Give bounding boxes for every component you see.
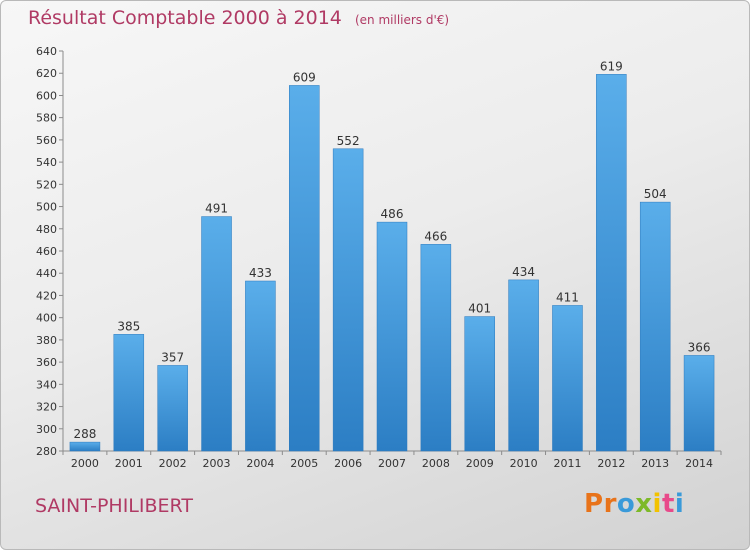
y-tick-label: 320 bbox=[36, 401, 57, 414]
data-label-2011: 411 bbox=[556, 290, 579, 304]
bar-2012 bbox=[596, 74, 627, 452]
data-label-2006: 552 bbox=[337, 134, 360, 148]
x-tick-label-2014: 2014 bbox=[685, 457, 713, 470]
bar-2000 bbox=[69, 441, 101, 452]
data-label-2008: 466 bbox=[424, 229, 447, 243]
x-tick-label-2007: 2007 bbox=[378, 457, 406, 470]
logo-letter: i bbox=[674, 489, 685, 519]
proxiti-logo[interactable]: Proxiti bbox=[584, 489, 684, 519]
x-tick-label-2006: 2006 bbox=[334, 457, 362, 470]
bar-2013 bbox=[639, 201, 671, 452]
x-tick-label-2004: 2004 bbox=[246, 457, 274, 470]
y-tick-label: 340 bbox=[36, 378, 57, 391]
data-label-2009: 401 bbox=[468, 302, 491, 316]
data-label-2010: 434 bbox=[512, 265, 535, 279]
logo-letter: i bbox=[652, 489, 662, 519]
y-tick-label: 400 bbox=[36, 312, 57, 325]
y-tick-label: 360 bbox=[36, 356, 57, 369]
data-label-2001: 385 bbox=[117, 319, 140, 333]
bar-2002 bbox=[157, 365, 188, 452]
logo-letter: r bbox=[603, 489, 617, 519]
data-label-2012: 619 bbox=[600, 59, 623, 73]
x-tick-label-2013: 2013 bbox=[641, 457, 669, 470]
y-tick-label: 280 bbox=[36, 445, 57, 458]
data-label-2013: 504 bbox=[644, 187, 667, 201]
y-tick-label: 540 bbox=[36, 156, 57, 169]
bar-2001 bbox=[113, 334, 145, 452]
data-label-2000: 288 bbox=[73, 427, 96, 441]
logo-letter: t bbox=[661, 489, 675, 519]
x-tick-label-2002: 2002 bbox=[159, 457, 187, 470]
y-tick-label: 640 bbox=[36, 45, 57, 58]
y-tick-label: 520 bbox=[36, 178, 57, 191]
bar-2007 bbox=[376, 221, 408, 452]
y-tick-label: 620 bbox=[36, 67, 57, 80]
y-tick-label: 560 bbox=[36, 134, 57, 147]
y-tick-label: 480 bbox=[36, 223, 57, 236]
data-label-2005: 609 bbox=[293, 70, 316, 84]
data-label-2007: 486 bbox=[381, 207, 404, 221]
x-tick-label-2001: 2001 bbox=[115, 457, 143, 470]
data-label-2004: 433 bbox=[249, 266, 272, 280]
x-tick-label-2009: 2009 bbox=[466, 457, 494, 470]
data-label-2003: 491 bbox=[205, 202, 228, 216]
x-tick-label-2008: 2008 bbox=[422, 457, 450, 470]
commune-name: SAINT-PHILIBERT bbox=[35, 495, 193, 517]
y-tick-label: 300 bbox=[36, 423, 57, 436]
bar-2003 bbox=[201, 216, 232, 452]
y-tick-label: 380 bbox=[36, 334, 57, 347]
bar-2008 bbox=[420, 244, 452, 452]
y-tick-label: 460 bbox=[36, 245, 57, 258]
bar-2006 bbox=[332, 148, 364, 452]
x-axis: 2000 2001 2002 2003 2004 2005 2006 2007 2008 2009… bbox=[62, 450, 722, 470]
bar-2005 bbox=[289, 85, 320, 452]
y-tick-label: 440 bbox=[36, 267, 57, 280]
chart-title-text: Résultat Comptable 2000 à 2014 bbox=[28, 7, 342, 29]
logo-letter: o bbox=[616, 489, 636, 519]
x-tick-label-2011: 2011 bbox=[553, 457, 581, 470]
y-tick-label: 420 bbox=[36, 289, 57, 302]
x-tick-label-2005: 2005 bbox=[290, 457, 318, 470]
logo-letter: P bbox=[584, 489, 604, 519]
bar-2011 bbox=[552, 305, 583, 452]
x-tick-label-2003: 2003 bbox=[203, 457, 231, 470]
y-axis: 280 300 320 340 360 380 400 420 440 460 480 500 520 5… bbox=[36, 45, 64, 458]
x-tick-label-2010: 2010 bbox=[510, 457, 538, 470]
x-tick-label-2012: 2012 bbox=[597, 457, 625, 470]
bar-2009 bbox=[464, 316, 495, 452]
bar-2010 bbox=[508, 279, 539, 452]
bar-2004 bbox=[245, 280, 276, 452]
data-label-2014: 366 bbox=[688, 340, 711, 354]
bar-2014 bbox=[683, 355, 715, 452]
y-tick-label: 600 bbox=[36, 89, 57, 102]
data-label-2002: 357 bbox=[161, 350, 184, 364]
chart-unit: (en milliers d'€) bbox=[354, 13, 450, 27]
logo-letter: x bbox=[635, 489, 653, 519]
data-labels: 288 385 357 491 433 609 552 486 466 401 434 411 619 5… bbox=[73, 59, 710, 441]
chart-title: Résultat Comptable 2000 à 2014 (en milli… bbox=[28, 7, 449, 29]
y-tick-label: 580 bbox=[36, 112, 57, 125]
bars bbox=[69, 74, 715, 452]
y-tick-label: 500 bbox=[36, 201, 57, 214]
x-tick-label-2000: 2000 bbox=[71, 457, 99, 470]
